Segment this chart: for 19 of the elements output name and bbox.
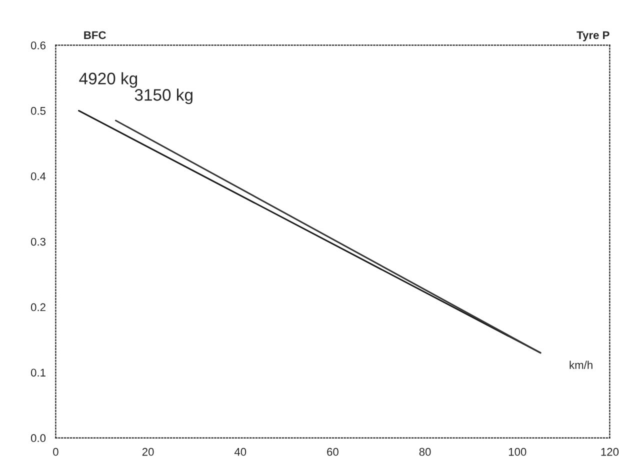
x-tick-label: 0 — [53, 448, 58, 456]
y-tick-label: 0.1 — [30, 368, 46, 377]
x-tick-label: 100 — [508, 448, 526, 456]
x-tick-label: 40 — [234, 448, 246, 456]
x-axis-title: km/h — [570, 360, 592, 369]
x-tick-label: 120 — [601, 448, 619, 456]
y-tick-label: 0.0 — [30, 434, 46, 442]
y-tick-label: 0.5 — [30, 106, 46, 115]
y-tick-label: 0.3 — [30, 238, 46, 246]
chart-title: Tyre P — [576, 31, 610, 42]
series-label: 3150 kg — [134, 88, 192, 104]
y-tick-label: 0.2 — [30, 303, 46, 312]
series-label: 4920 kg — [79, 72, 138, 88]
x-tick-label: 80 — [419, 448, 431, 456]
x-tick-label: 60 — [327, 448, 338, 456]
y-tick-label: 0.6 — [30, 41, 46, 50]
y-tick-label: 0.4 — [30, 172, 46, 180]
x-tick-label: 20 — [142, 448, 154, 456]
y-axis-title: BFC — [84, 31, 106, 40]
